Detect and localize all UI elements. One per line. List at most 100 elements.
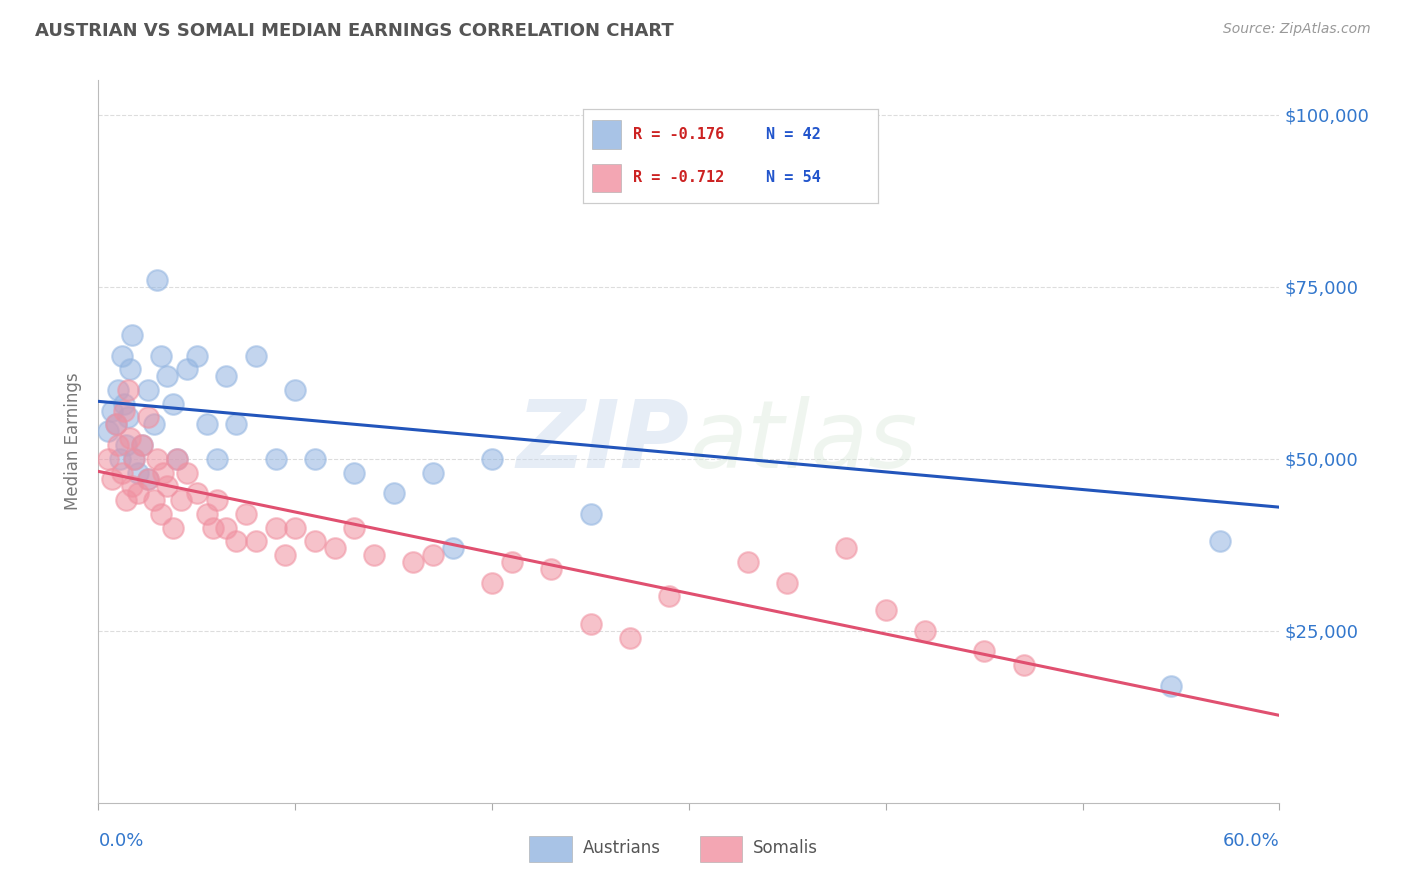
Point [540, 562, 562, 576]
Point [835, 541, 858, 556]
Point [225, 417, 247, 432]
Point [136, 472, 159, 486]
Point [441, 541, 464, 556]
Point [97, 451, 120, 466]
Point [131, 438, 153, 452]
Point [162, 520, 184, 534]
Text: 0.0%: 0.0% [98, 831, 143, 850]
Point [235, 507, 257, 521]
Point [304, 451, 326, 466]
Point [776, 575, 799, 590]
Point [481, 575, 503, 590]
Text: atlas: atlas [689, 396, 917, 487]
Point [1209, 534, 1232, 549]
Point [122, 451, 145, 466]
Point [284, 520, 307, 534]
Point [121, 327, 143, 342]
Point [101, 472, 124, 486]
Point [111, 466, 134, 480]
Point [131, 438, 153, 452]
Point [122, 451, 145, 466]
Point [875, 603, 897, 617]
Point [136, 410, 159, 425]
Point [205, 451, 228, 466]
Point [1012, 658, 1035, 673]
Point [481, 451, 503, 466]
Point [737, 555, 759, 569]
Text: 60.0%: 60.0% [1223, 831, 1279, 850]
Point [142, 493, 165, 508]
Point [121, 479, 143, 493]
Point [112, 397, 135, 411]
Point [304, 534, 326, 549]
Point [245, 349, 267, 363]
Point [186, 349, 208, 363]
Point [118, 362, 141, 376]
Y-axis label: Median Earnings: Median Earnings [65, 373, 83, 510]
Point [118, 431, 141, 445]
Point [142, 417, 165, 432]
Point [195, 507, 218, 521]
Point [156, 479, 179, 493]
Point [402, 555, 425, 569]
Point [176, 362, 198, 376]
Point [658, 590, 681, 604]
Point [245, 534, 267, 549]
Point [284, 383, 307, 397]
Point [115, 438, 138, 452]
Point [323, 541, 346, 556]
Point [136, 383, 159, 397]
Point [619, 631, 641, 645]
Point [264, 451, 287, 466]
Point [382, 486, 405, 500]
Point [579, 507, 602, 521]
Point [422, 548, 444, 562]
Point [343, 466, 366, 480]
Point [150, 349, 173, 363]
Point [156, 369, 179, 384]
Point [166, 451, 188, 466]
Point [678, 162, 700, 177]
Point [117, 410, 139, 425]
Point [170, 493, 193, 508]
Point [215, 369, 238, 384]
Point [127, 466, 149, 480]
Point [363, 548, 385, 562]
Point [111, 349, 134, 363]
Point [97, 424, 120, 438]
Point [127, 486, 149, 500]
Point [115, 493, 138, 508]
Point [186, 486, 208, 500]
Point [162, 397, 184, 411]
Text: AUSTRIAN VS SOMALI MEDIAN EARNINGS CORRELATION CHART: AUSTRIAN VS SOMALI MEDIAN EARNINGS CORRE… [35, 22, 673, 40]
Point [105, 417, 128, 432]
Point [914, 624, 936, 638]
Point [136, 472, 159, 486]
Text: Source: ZipAtlas.com: Source: ZipAtlas.com [1223, 22, 1371, 37]
Point [176, 466, 198, 480]
Point [201, 520, 224, 534]
Point [264, 520, 287, 534]
Point [225, 534, 247, 549]
Point [195, 417, 218, 432]
Point [205, 493, 228, 508]
Point [166, 451, 188, 466]
Point [107, 383, 129, 397]
Point [422, 466, 444, 480]
Point [215, 520, 238, 534]
Point [501, 555, 523, 569]
Point [274, 548, 297, 562]
Point [146, 273, 169, 287]
Point [1160, 679, 1182, 693]
Point [152, 466, 174, 480]
Point [101, 403, 124, 417]
Point [112, 403, 135, 417]
Point [150, 507, 173, 521]
Point [108, 451, 131, 466]
Point [737, 142, 759, 156]
Point [973, 644, 995, 658]
Point [343, 520, 366, 534]
Point [579, 616, 602, 631]
Point [107, 438, 129, 452]
Point [105, 417, 128, 432]
